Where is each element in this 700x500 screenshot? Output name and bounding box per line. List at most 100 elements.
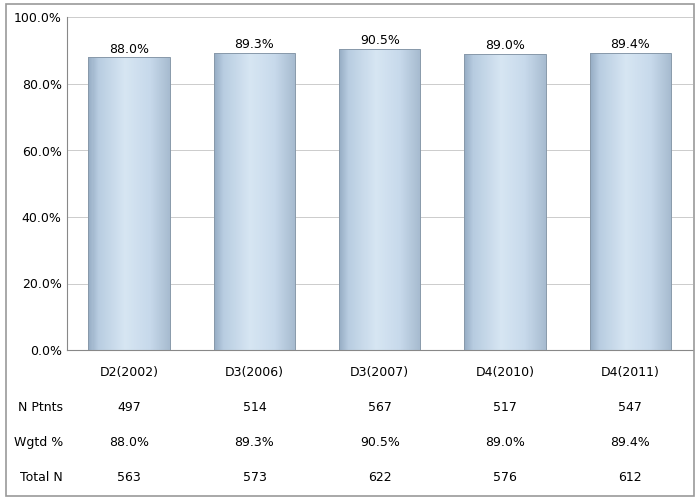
Bar [347, 49, 348, 350]
Bar [221, 53, 222, 350]
Bar [613, 52, 614, 350]
Bar [626, 52, 627, 350]
Bar [123, 58, 124, 350]
Text: D3(2006): D3(2006) [225, 366, 284, 379]
Bar [398, 49, 399, 350]
Bar [132, 58, 133, 350]
Bar [604, 52, 605, 350]
Bar [510, 54, 511, 350]
Bar [126, 58, 127, 350]
Bar [610, 52, 611, 350]
Bar [128, 58, 129, 350]
Bar [497, 54, 498, 350]
Bar [246, 53, 247, 350]
Bar [133, 58, 134, 350]
Bar [101, 58, 102, 350]
Text: 563: 563 [118, 471, 141, 484]
Bar [342, 49, 343, 350]
Bar [598, 52, 600, 350]
Bar [281, 53, 282, 350]
Bar [519, 54, 520, 350]
Bar [504, 54, 505, 350]
Bar [381, 49, 382, 350]
Bar [162, 58, 164, 350]
Bar [405, 49, 406, 350]
Bar [526, 54, 527, 350]
Bar [414, 49, 415, 350]
Bar [621, 52, 622, 350]
Bar [641, 52, 643, 350]
Bar [124, 58, 125, 350]
Bar [134, 58, 135, 350]
Bar [376, 49, 377, 350]
Bar [113, 58, 114, 350]
Bar [237, 53, 238, 350]
Bar [94, 58, 95, 350]
Bar [241, 53, 242, 350]
Bar [166, 58, 167, 350]
Bar [625, 52, 626, 350]
Bar [290, 53, 291, 350]
Bar [507, 54, 508, 350]
Text: 89.4%: 89.4% [610, 38, 650, 51]
Bar [356, 49, 358, 350]
Bar [407, 49, 408, 350]
Bar [238, 53, 239, 350]
Bar [125, 58, 126, 350]
Bar [104, 58, 105, 350]
Bar [256, 53, 258, 350]
Text: 497: 497 [118, 401, 141, 414]
Bar [511, 54, 512, 350]
Text: D3(2007): D3(2007) [350, 366, 410, 379]
Bar [658, 52, 659, 350]
Bar [416, 49, 417, 350]
Bar [284, 53, 285, 350]
Bar [386, 49, 387, 350]
Bar [622, 52, 623, 350]
Bar [360, 49, 361, 350]
Text: 517: 517 [493, 401, 517, 414]
Bar [94, 58, 96, 350]
Bar [514, 54, 515, 350]
Bar [115, 58, 116, 350]
Bar [279, 53, 280, 350]
Bar [402, 49, 403, 350]
Bar [618, 52, 620, 350]
Bar [415, 49, 416, 350]
Bar [531, 54, 533, 350]
Bar [88, 58, 170, 350]
Bar [490, 54, 491, 350]
Bar [667, 52, 668, 350]
Bar [617, 52, 618, 350]
Bar [638, 52, 640, 350]
Bar [275, 53, 276, 350]
Text: D4(2011): D4(2011) [601, 366, 660, 379]
Bar [545, 54, 546, 350]
Text: 567: 567 [368, 401, 392, 414]
Bar [99, 58, 101, 350]
Bar [538, 54, 540, 350]
Bar [232, 53, 233, 350]
Bar [662, 52, 663, 350]
Bar [129, 58, 130, 350]
Bar [500, 54, 501, 350]
Bar [417, 49, 419, 350]
Bar [286, 53, 287, 350]
Bar [636, 52, 638, 350]
Bar [269, 53, 270, 350]
Bar [88, 58, 90, 350]
Bar [231, 53, 232, 350]
Bar [596, 52, 597, 350]
Bar [234, 53, 235, 350]
Bar [226, 53, 227, 350]
Bar [216, 53, 217, 350]
Bar [110, 58, 111, 350]
Text: 89.4%: 89.4% [610, 436, 650, 449]
Bar [270, 53, 271, 350]
Bar [116, 58, 117, 350]
Bar [157, 58, 158, 350]
Bar [92, 58, 94, 350]
Text: 547: 547 [618, 401, 643, 414]
Bar [341, 49, 342, 350]
Text: 89.3%: 89.3% [234, 38, 274, 52]
